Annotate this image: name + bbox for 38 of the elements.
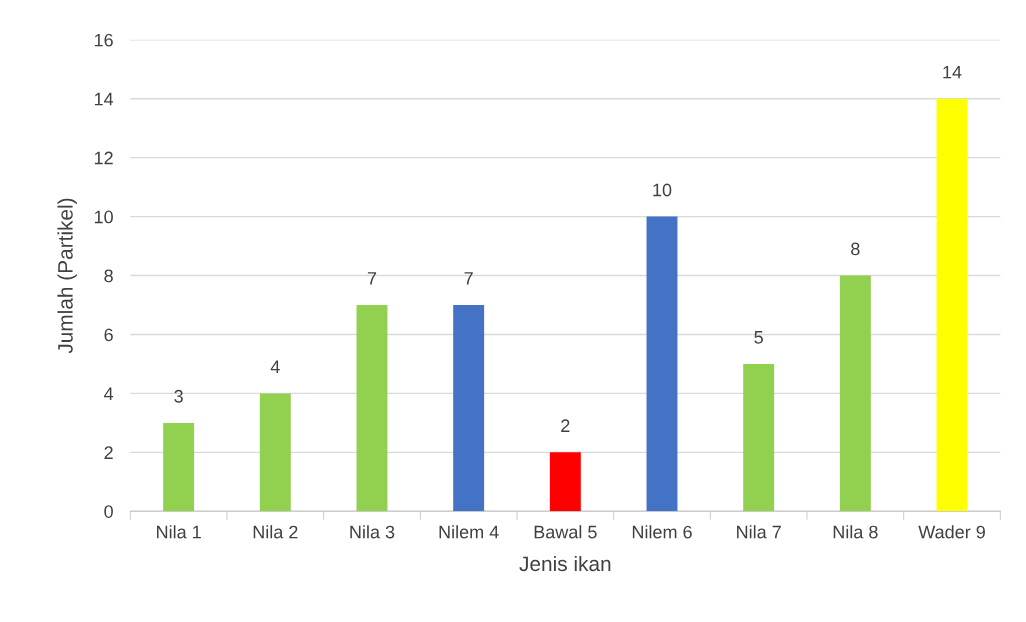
x-tick-label: Nila 3 [350, 525, 395, 539]
y-tick-label: 12 [94, 151, 113, 165]
x-tick-label: Nila 7 [737, 525, 781, 539]
x-tick-label: Nila 8 [833, 525, 878, 539]
y-tick-label: 0 [104, 505, 113, 518]
x-axis-title: Jenis ikan [519, 555, 611, 572]
x-tick-label: Nilem 6 [632, 525, 692, 539]
data-label: 10 [653, 183, 672, 197]
data-label: 7 [464, 272, 473, 285]
y-tick-label: 16 [94, 33, 113, 47]
data-label: 7 [367, 272, 377, 285]
data-label: 3 [174, 389, 183, 403]
data-label: 4 [270, 360, 280, 373]
y-axis-title: Jumlah (Partikel) [57, 198, 77, 354]
y-tick-label: 10 [94, 210, 113, 224]
bar [839, 275, 871, 512]
data-label: 5 [754, 331, 763, 344]
data-label: 8 [851, 242, 860, 256]
bar [549, 452, 581, 512]
data-label: 2 [561, 419, 570, 432]
bar [936, 98, 968, 512]
bar [453, 305, 485, 512]
y-tick-label: 6 [104, 328, 113, 342]
bar [646, 216, 678, 512]
data-label: 14 [943, 65, 962, 79]
bar [356, 305, 388, 512]
x-tick-label: Wader 9 [918, 525, 985, 539]
x-tick-label: Nila 2 [253, 525, 298, 539]
y-tick-label: 14 [94, 92, 114, 106]
bar [743, 363, 775, 512]
x-tick-label: Nila 1 [157, 525, 201, 539]
x-tick-label: Bawal 5 [534, 525, 597, 539]
bar [163, 422, 195, 512]
x-tick-label: Nilem 4 [439, 525, 499, 539]
bar [259, 393, 291, 512]
y-tick-label: 4 [104, 387, 114, 400]
y-tick-label: 2 [104, 446, 113, 459]
y-tick-label: 8 [104, 269, 113, 283]
